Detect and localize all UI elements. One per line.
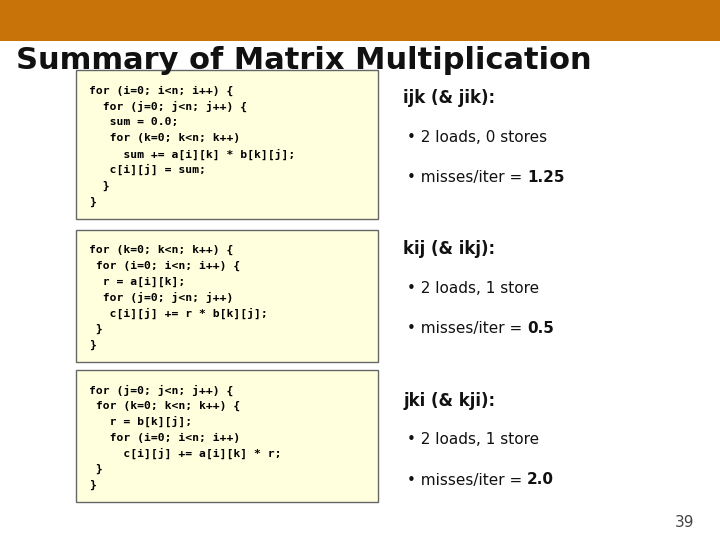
Text: c[i][j] += a[i][k] * r;: c[i][j] += a[i][k] * r; bbox=[89, 448, 281, 459]
Text: for (k=0; k<n; k++) {: for (k=0; k<n; k++) { bbox=[89, 245, 233, 255]
Text: • misses/iter =: • misses/iter = bbox=[407, 170, 527, 185]
FancyBboxPatch shape bbox=[76, 230, 378, 362]
Text: for (i=0; i<n; i++) {: for (i=0; i<n; i++) { bbox=[89, 260, 240, 271]
Text: 2.0: 2.0 bbox=[527, 472, 554, 488]
Text: }: } bbox=[89, 480, 96, 490]
Text: sum += a[i][k] * b[k][j];: sum += a[i][k] * b[k][j]; bbox=[89, 148, 294, 160]
Text: r = a[i][k];: r = a[i][k]; bbox=[89, 276, 185, 287]
Text: for (k=0; k<n; k++) {: for (k=0; k<n; k++) { bbox=[89, 401, 240, 411]
FancyBboxPatch shape bbox=[76, 70, 378, 219]
FancyBboxPatch shape bbox=[76, 370, 378, 502]
Text: }: } bbox=[89, 340, 96, 350]
Text: c[i][j] += r * b[k][j];: c[i][j] += r * b[k][j]; bbox=[89, 307, 267, 319]
Text: 0.5: 0.5 bbox=[527, 321, 554, 336]
Text: Summary of Matrix Multiplication: Summary of Matrix Multiplication bbox=[16, 46, 591, 75]
Text: for (j=0; j<n; j++): for (j=0; j<n; j++) bbox=[89, 292, 233, 303]
Text: for (j=0; j<n; j++) {: for (j=0; j<n; j++) { bbox=[89, 384, 233, 396]
Text: }: } bbox=[89, 464, 102, 475]
Text: for (i=0; i<n; i++) {: for (i=0; i<n; i++) { bbox=[89, 85, 233, 96]
Text: c[i][j] = sum;: c[i][j] = sum; bbox=[89, 164, 205, 176]
Text: }: } bbox=[89, 324, 102, 334]
Text: for (k=0; k<n; k++): for (k=0; k<n; k++) bbox=[89, 133, 240, 143]
Text: 1.25: 1.25 bbox=[527, 170, 564, 185]
Text: jki (& kji):: jki (& kji): bbox=[403, 392, 495, 409]
Text: }: } bbox=[89, 197, 96, 207]
Text: kij (& ikj):: kij (& ikj): bbox=[403, 240, 495, 258]
Text: • misses/iter =: • misses/iter = bbox=[407, 472, 527, 488]
Text: 39: 39 bbox=[675, 515, 695, 530]
Text: for (j=0; j<n; j++) {: for (j=0; j<n; j++) { bbox=[89, 101, 247, 112]
Text: • misses/iter =: • misses/iter = bbox=[407, 321, 527, 336]
FancyBboxPatch shape bbox=[0, 0, 720, 40]
Text: for (i=0; i<n; i++): for (i=0; i<n; i++) bbox=[89, 433, 240, 443]
Text: • 2 loads, 1 store: • 2 loads, 1 store bbox=[407, 432, 539, 447]
Text: r = b[k][j];: r = b[k][j]; bbox=[89, 416, 192, 428]
Text: ijk (& jik):: ijk (& jik): bbox=[403, 89, 495, 107]
Text: sum = 0.0;: sum = 0.0; bbox=[89, 117, 178, 127]
Text: }: } bbox=[89, 180, 109, 191]
Text: • 2 loads, 1 store: • 2 loads, 1 store bbox=[407, 281, 539, 296]
Text: • 2 loads, 0 stores: • 2 loads, 0 stores bbox=[407, 130, 547, 145]
